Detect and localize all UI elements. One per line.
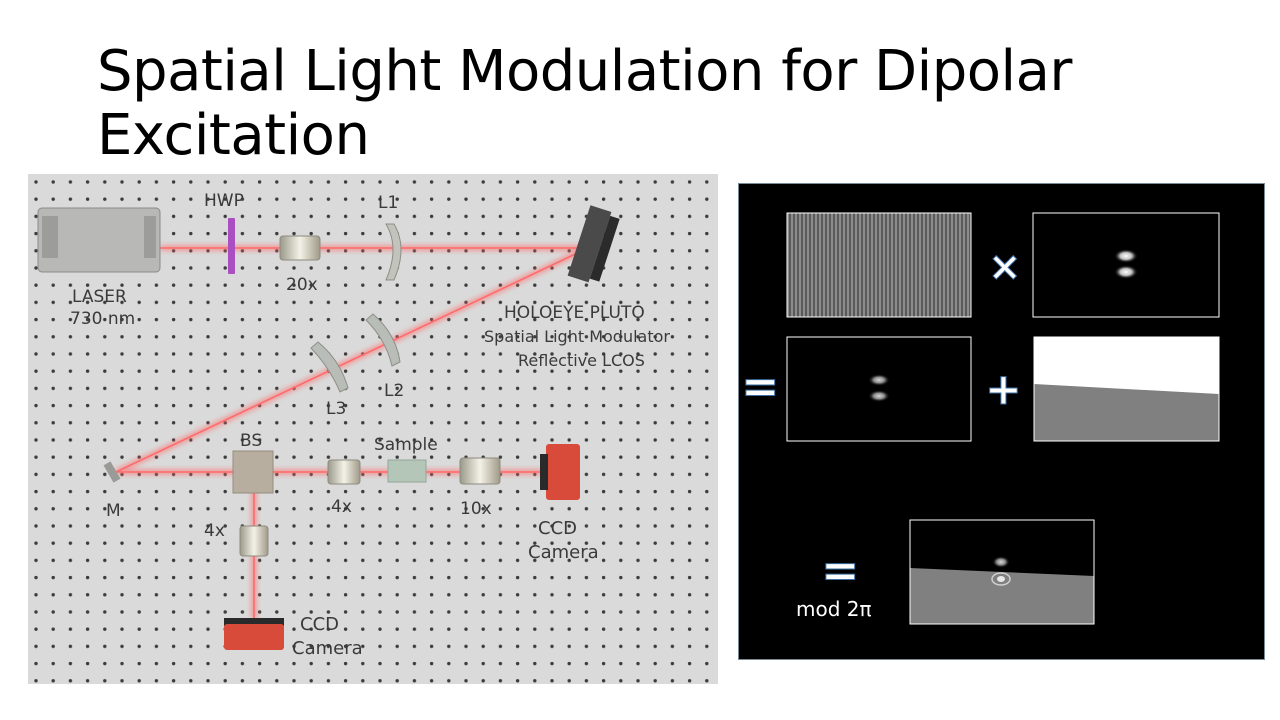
label-slm-type: Spatial Light Modulator	[484, 327, 670, 346]
label-4x-vertical: 4x	[204, 521, 225, 541]
objective-4x-vertical	[239, 525, 269, 557]
optical-setup-diagram: HWP L1 LASER 730 nm 20x HOLOEYE PLUTO Sp…	[28, 174, 718, 684]
equals-operator-1: =	[741, 359, 780, 413]
ccd-camera-bottom	[224, 618, 284, 650]
final-hologram-image	[909, 519, 1095, 625]
lens-l2	[365, 313, 401, 367]
equals-operator-2: =	[821, 543, 860, 597]
label-ccd-right-1: CCD	[538, 518, 577, 539]
objective-10x	[459, 457, 501, 485]
label-l3: L3	[326, 399, 346, 419]
label-slm-name: HOLOEYE PLUTO	[504, 303, 645, 323]
hologram-composition-panel: × = + =	[738, 183, 1265, 660]
label-20x: 20x	[286, 275, 318, 295]
label-ccd-bottom-1: CCD	[300, 614, 339, 635]
lens-l1	[385, 223, 402, 281]
label-slm-lcos: Reflective LCOS	[518, 351, 645, 370]
laser-housing	[37, 207, 161, 273]
label-laser: LASER	[72, 287, 127, 307]
objective-4x-horizontal	[327, 459, 361, 485]
label-4x-horizontal: 4x	[331, 497, 352, 517]
mirror-m	[103, 461, 121, 483]
label-ccd-right-2: Camera	[528, 542, 599, 563]
objective-20x	[279, 235, 321, 261]
tilted-phase-ramp-image	[1033, 336, 1220, 442]
label-sample: Sample	[374, 435, 438, 455]
sample-slide	[387, 459, 427, 483]
combined-spot-image	[786, 336, 972, 442]
ccd-camera-right	[540, 444, 580, 500]
label-10x: 10x	[460, 499, 492, 519]
label-l2: L2	[384, 381, 404, 401]
label-mirror: M	[106, 501, 121, 521]
grating-pattern-image	[786, 212, 972, 318]
label-laser-wavelength: 730 nm	[70, 309, 135, 329]
times-operator: ×	[988, 244, 1022, 290]
plus-operator: +	[985, 364, 1022, 415]
label-hwp: HWP	[204, 191, 244, 211]
dipole-spot-image	[1032, 212, 1220, 318]
slide-title: Spatial Light Modulation for Dipolar Exc…	[97, 39, 1072, 168]
label-ccd-bottom-2: Camera	[292, 638, 363, 659]
label-l1: L1	[378, 193, 398, 213]
half-wave-plate	[228, 218, 235, 274]
slm-device	[567, 205, 620, 283]
lens-l3	[310, 341, 349, 393]
label-bs: BS	[240, 431, 262, 451]
mod-2pi-label: mod 2π	[796, 597, 872, 621]
beam-splitter	[232, 450, 274, 494]
